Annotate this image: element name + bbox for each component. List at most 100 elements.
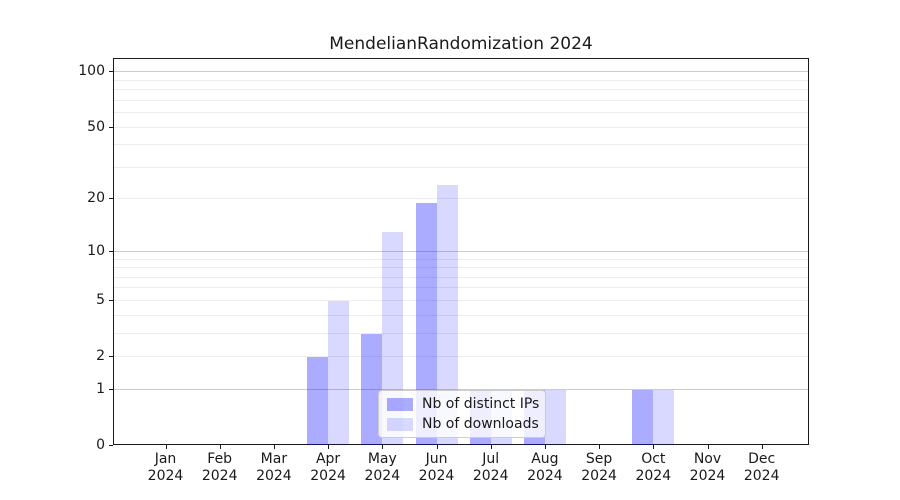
bar-distinct-ips-jun: [415, 203, 437, 445]
x-tick-label-nov: Nov 2024: [678, 451, 738, 485]
x-tick-mark-dec: [761, 445, 763, 449]
chart-title: MendelianRandomization 2024: [329, 34, 593, 54]
x-tick-mark-nov: [707, 445, 709, 449]
x-tick-mark-oct: [653, 445, 655, 449]
y-tick-label-50: 50: [87, 118, 105, 135]
month-year: 2024: [418, 468, 455, 484]
plot-area: Nb of distinct IPs Nb of downloads: [113, 58, 809, 445]
month-name: Mar: [260, 451, 288, 467]
x-tick-label-aug: Aug 2024: [515, 451, 575, 485]
y-tick-mark-2: [109, 356, 113, 358]
month-year: 2024: [256, 468, 292, 484]
legend-row-distinct-ips: Nb of distinct IPs: [387, 396, 540, 412]
month-year: 2024: [147, 468, 184, 484]
x-tick-label-feb: Feb 2024: [190, 451, 250, 485]
month-name: Sep: [585, 451, 613, 467]
bar-downloads-oct: [653, 389, 675, 445]
month-year: 2024: [472, 468, 509, 484]
bar-downloads-aug: [544, 389, 566, 445]
month-name: Aug: [531, 451, 559, 467]
distinct-ips-swatch-icon: [387, 397, 413, 411]
legend-row-downloads: Nb of downloads: [387, 416, 539, 432]
x-tick-mark-mar: [273, 445, 275, 449]
y-tick-label-100: 100: [78, 63, 105, 80]
bar-distinct-ips-apr: [307, 357, 329, 445]
month-year: 2024: [310, 468, 346, 484]
gridline-2: [114, 356, 808, 358]
y-tick-mark-20: [109, 198, 113, 200]
gridline-5: [114, 299, 808, 301]
y-tick-mark-10: [109, 250, 113, 252]
y-tick-mark-50: [109, 126, 113, 128]
month-name: Apr: [315, 451, 341, 467]
gridline-3: [114, 332, 808, 334]
x-tick-label-may: May 2024: [352, 451, 412, 485]
month-name: Nov: [693, 451, 722, 467]
gridline-90: [114, 79, 808, 81]
x-tick-label-apr: Apr 2024: [298, 451, 358, 485]
y-tick-label-1: 1: [96, 380, 105, 397]
gridline-50: [114, 126, 808, 128]
x-tick-mark-jan: [165, 445, 167, 449]
x-tick-mark-aug: [544, 445, 546, 449]
y-tick-mark-5: [109, 299, 113, 301]
x-tick-label-jun: Jun 2024: [407, 451, 467, 485]
bar-distinct-ips-oct: [632, 389, 654, 445]
x-tick-label-mar: Mar 2024: [244, 451, 304, 485]
downloads-swatch-icon: [387, 417, 413, 431]
gridline-1: [114, 388, 808, 390]
y-tick-label-20: 20: [87, 190, 105, 207]
y-tick-label-5: 5: [96, 291, 105, 308]
month-name: May: [367, 451, 397, 467]
month-year: 2024: [527, 468, 563, 484]
y-tick-label-0: 0: [96, 437, 105, 453]
x-tick-label-jan: Jan 2024: [136, 451, 196, 485]
x-tick-mark-jul: [490, 445, 492, 449]
y-tick-mark-0: [109, 445, 113, 446]
month-year: 2024: [201, 468, 238, 484]
x-tick-label-jul: Jul 2024: [461, 451, 521, 485]
gridline-100: [114, 71, 808, 73]
y-tick-mark-100: [109, 71, 113, 73]
month-name: Feb: [207, 451, 233, 467]
y-tick-label-2: 2: [96, 348, 105, 365]
x-tick-mark-sep: [599, 445, 601, 449]
legend-label-downloads: Nb of downloads: [422, 416, 539, 432]
month-name: Dec: [748, 451, 776, 467]
gridline-7: [114, 276, 808, 278]
month-name: Jan: [154, 451, 177, 467]
month-year: 2024: [635, 468, 672, 484]
gridline-70: [114, 99, 808, 101]
gridline-30: [114, 166, 808, 168]
gridline-6: [114, 287, 808, 289]
gridline-80: [114, 89, 808, 91]
month-name: Jul: [482, 451, 500, 467]
x-tick-mark-jun: [436, 445, 438, 449]
month-year: 2024: [743, 468, 780, 484]
y-tick-mark-1: [109, 388, 113, 390]
gridline-40: [114, 144, 808, 146]
x-tick-mark-apr: [328, 445, 330, 449]
bar-distinct-ips-may: [361, 333, 383, 445]
x-tick-label-sep: Sep 2024: [569, 451, 629, 485]
gridline-4: [114, 314, 808, 316]
month-year: 2024: [581, 468, 617, 484]
gridline-10: [114, 250, 808, 252]
gridline-60: [114, 112, 808, 114]
legend-label-distinct-ips: Nb of distinct IPs: [422, 396, 540, 412]
x-tick-label-oct: Oct 2024: [623, 451, 683, 485]
x-tick-label-dec: Dec 2024: [732, 451, 792, 485]
bar-downloads-jun: [436, 185, 458, 445]
bar-downloads-apr: [328, 300, 350, 445]
gridline-20: [114, 198, 808, 200]
month-name: Oct: [641, 451, 666, 467]
legend: Nb of distinct IPs Nb of downloads: [378, 390, 546, 438]
gridline-8: [114, 267, 808, 269]
gridline-9: [114, 258, 808, 260]
x-tick-mark-may: [382, 445, 384, 449]
y-tick-label-10: 10: [87, 242, 105, 259]
x-tick-mark-feb: [219, 445, 221, 449]
month-year: 2024: [364, 468, 401, 484]
month-name: Jun: [425, 451, 448, 467]
